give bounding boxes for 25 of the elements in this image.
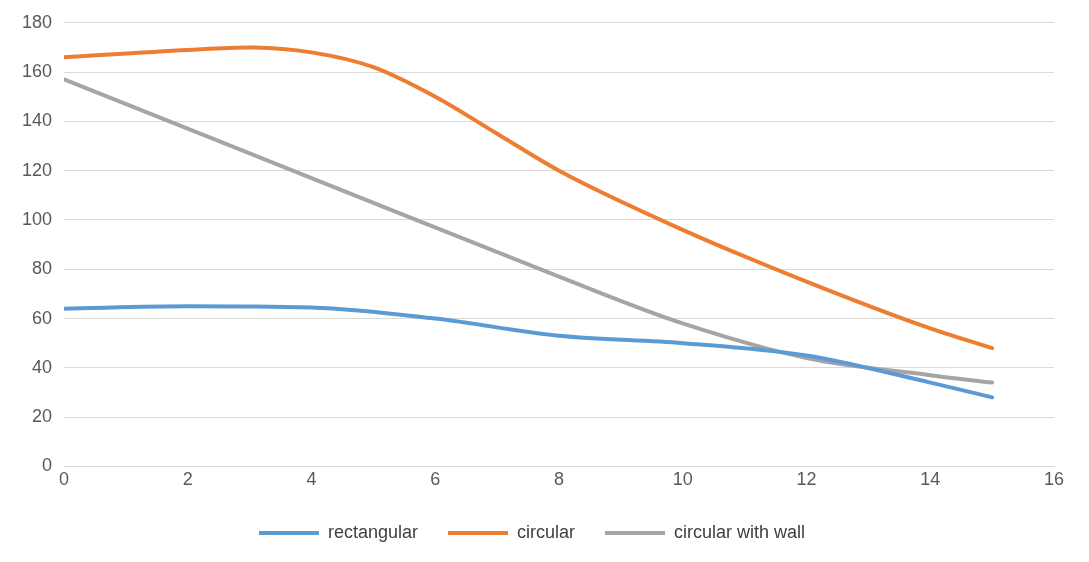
- y-tick-label: 160: [21, 61, 53, 82]
- y-tick-label: 20: [32, 406, 53, 427]
- y-tick-label: 80: [32, 258, 53, 279]
- y-tick-label: 40: [32, 356, 53, 377]
- line-series: [64, 45, 995, 351]
- x-tick-label: 4: [306, 469, 317, 490]
- x-tick-label: 0: [59, 469, 70, 490]
- y-tick-label: 140: [21, 110, 53, 131]
- x-tick-label: 12: [796, 469, 817, 490]
- y-tick-label: 60: [32, 307, 53, 328]
- x-tick-label: 2: [182, 469, 193, 490]
- legend-label: rectangular: [327, 521, 419, 542]
- x-tick-label: 16: [1043, 469, 1065, 490]
- y-tick-label: 180: [21, 11, 53, 32]
- x-tick-label: 6: [430, 469, 441, 490]
- legend-label: circular: [517, 521, 576, 542]
- x-tick-label: 10: [672, 469, 693, 490]
- line-series: [64, 77, 995, 385]
- x-tick-label: 14: [920, 469, 941, 490]
- line-series: [64, 304, 995, 400]
- x-tick-label: 8: [554, 469, 565, 490]
- y-tick-label: 120: [21, 159, 53, 180]
- legend-label: circular with wall: [674, 521, 806, 542]
- y-tick-label: 100: [21, 208, 53, 229]
- y-tick-label: 0: [42, 455, 53, 476]
